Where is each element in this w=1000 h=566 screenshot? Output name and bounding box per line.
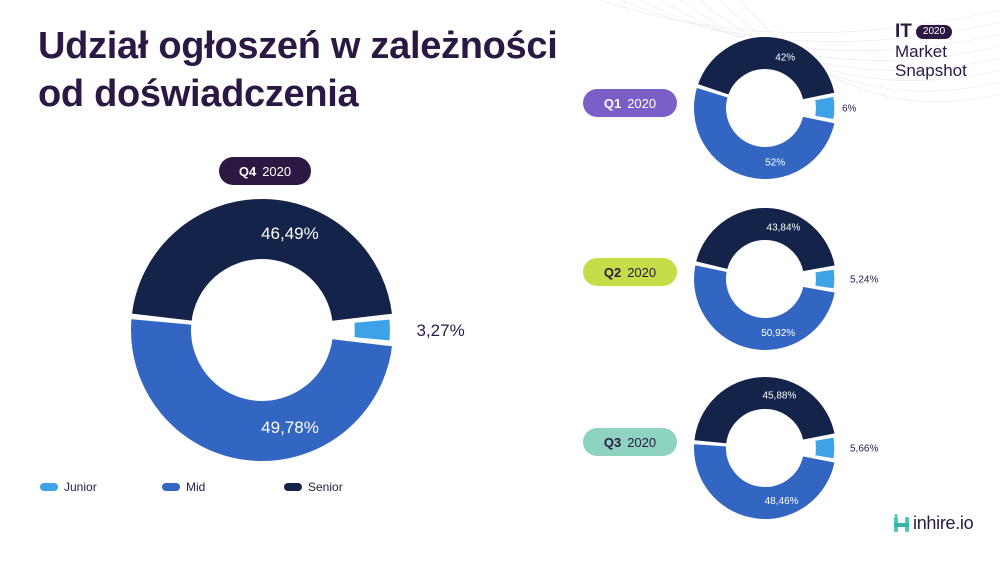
quarter-badge-q2-year: 2020	[627, 264, 657, 280]
inhire-logo: inhire.io	[893, 513, 974, 534]
inhire-logo-icon	[894, 513, 909, 532]
page-title: Udział ogłoszeń w zależności od doświadc…	[38, 22, 558, 118]
donut-q2: 5,24% 50,92% 43,84%	[692, 206, 878, 352]
legend-swatch-mid	[162, 483, 180, 491]
quarter-badge-q1-quarter: Q1	[603, 95, 622, 111]
label-q1-senior: 42%	[775, 52, 795, 63]
legend-item-junior: Junior	[40, 480, 97, 494]
slice-q1-senior	[695, 35, 837, 102]
slice-q2-junior	[813, 267, 837, 291]
slice-q4-mid	[129, 317, 395, 463]
legend: Junior Mid Senior	[40, 480, 380, 500]
quarter-badge-q4-quarter: Q4	[238, 163, 257, 179]
slice-q3-mid	[692, 442, 837, 521]
page-title-line1: Udział ogłoszeń w zależności	[38, 25, 558, 67]
slice-q1-junior	[812, 94, 837, 122]
legend-item-mid: Mid	[162, 480, 205, 494]
slice-q4-senior	[129, 197, 395, 323]
label-q2-junior: 5,24%	[850, 275, 878, 286]
legend-swatch-senior	[284, 483, 302, 491]
label-q4-senior: 46,49%	[261, 224, 319, 243]
legend-item-senior: Senior	[284, 480, 343, 494]
quarter-badge-q3: Q3 2020	[583, 428, 677, 456]
quarter-badge-q1-year: 2020	[627, 95, 657, 111]
quarter-badge-q2-quarter: Q2	[603, 264, 622, 280]
label-q4-mid: 49,78%	[261, 418, 319, 437]
slice-q3-senior	[692, 375, 837, 446]
legend-swatch-junior	[40, 483, 58, 491]
quarter-badge-q4: Q4 2020	[219, 157, 311, 185]
slice-q2-senior	[693, 206, 838, 274]
slice-q1-mid	[692, 85, 837, 182]
page-title-line2: od doświadczenia	[38, 73, 359, 115]
report-brand: IT 2020 Market Snapshot	[895, 22, 967, 80]
quarter-badge-q4-year: 2020	[262, 163, 292, 179]
brand-market: Market	[895, 42, 947, 61]
label-q3-senior: 45,88%	[762, 390, 796, 401]
slice-q2-mid	[692, 262, 838, 352]
label-q3-junior: 5,66%	[850, 444, 878, 455]
label-q1-junior: 6%	[842, 104, 857, 115]
donut-q4: 3,27% 49,78% 46,49%	[129, 197, 465, 463]
quarter-badge-q2: Q2 2020	[583, 258, 677, 286]
label-q1-mid: 52%	[765, 158, 785, 169]
donut-q1: 6% 52% 42%	[692, 35, 857, 182]
logo-text: inhire.io	[913, 513, 974, 533]
label-q2-senior: 43,84%	[767, 223, 801, 234]
brand-year-badge: 2020	[915, 25, 953, 39]
quarter-badge-q3-year: 2020	[627, 434, 657, 450]
legend-label-junior: Junior	[64, 480, 97, 494]
quarter-badge-q3-quarter: Q3	[603, 434, 622, 450]
label-q2-mid: 50,92%	[761, 328, 795, 339]
label-q4-junior: 3,27%	[417, 321, 465, 340]
donut-q3: 5,66% 48,46% 45,88%	[692, 375, 878, 521]
slice-q4-junior	[352, 317, 392, 343]
brand-it: IT	[895, 21, 912, 42]
label-q3-mid: 48,46%	[765, 496, 799, 507]
legend-label-senior: Senior	[308, 480, 343, 494]
quarter-badge-q1: Q1 2020	[583, 89, 677, 117]
slice-q3-junior	[813, 435, 837, 461]
brand-snapshot: Snapshot	[895, 61, 967, 80]
legend-label-mid: Mid	[186, 480, 206, 494]
